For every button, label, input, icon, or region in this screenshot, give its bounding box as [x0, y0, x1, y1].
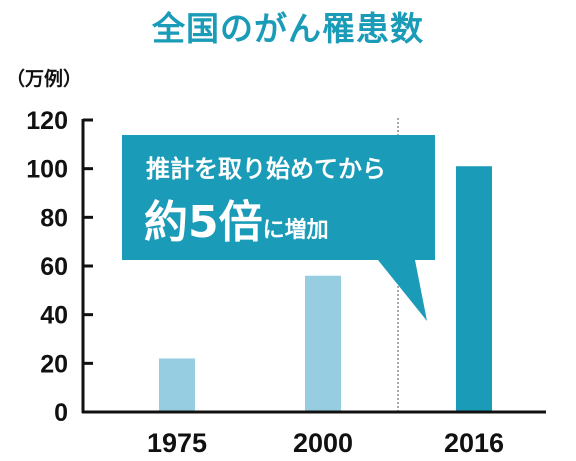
bar-1975 — [159, 358, 195, 412]
y-tick-label: 60 — [40, 253, 68, 281]
bar-2000 — [305, 275, 341, 412]
callout-line2: 約5倍に増加 — [144, 186, 329, 250]
x-tick-label: 2000 — [293, 428, 353, 458]
y-tick-label: 120 — [26, 107, 68, 135]
bar-2016 — [456, 166, 492, 412]
y-tick-label: 100 — [26, 156, 68, 184]
y-tick-label: 40 — [40, 302, 68, 330]
y-axis-unit-label: （万例） — [6, 68, 83, 90]
y-tick-label: 20 — [40, 350, 68, 378]
chart-title: 全国のがん罹患数 — [152, 9, 424, 48]
y-tick-label: 80 — [40, 204, 68, 232]
y-tick-label: 0 — [54, 399, 68, 427]
callout-suffix: に増加 — [262, 218, 329, 243]
x-tick-label: 2016 — [444, 428, 504, 458]
x-tick-label: 1975 — [147, 428, 207, 458]
callout-line1: 推計を取り始めてから — [146, 155, 386, 183]
callout-emphasis: 約5倍 — [144, 197, 263, 248]
callout-box — [122, 135, 435, 321]
